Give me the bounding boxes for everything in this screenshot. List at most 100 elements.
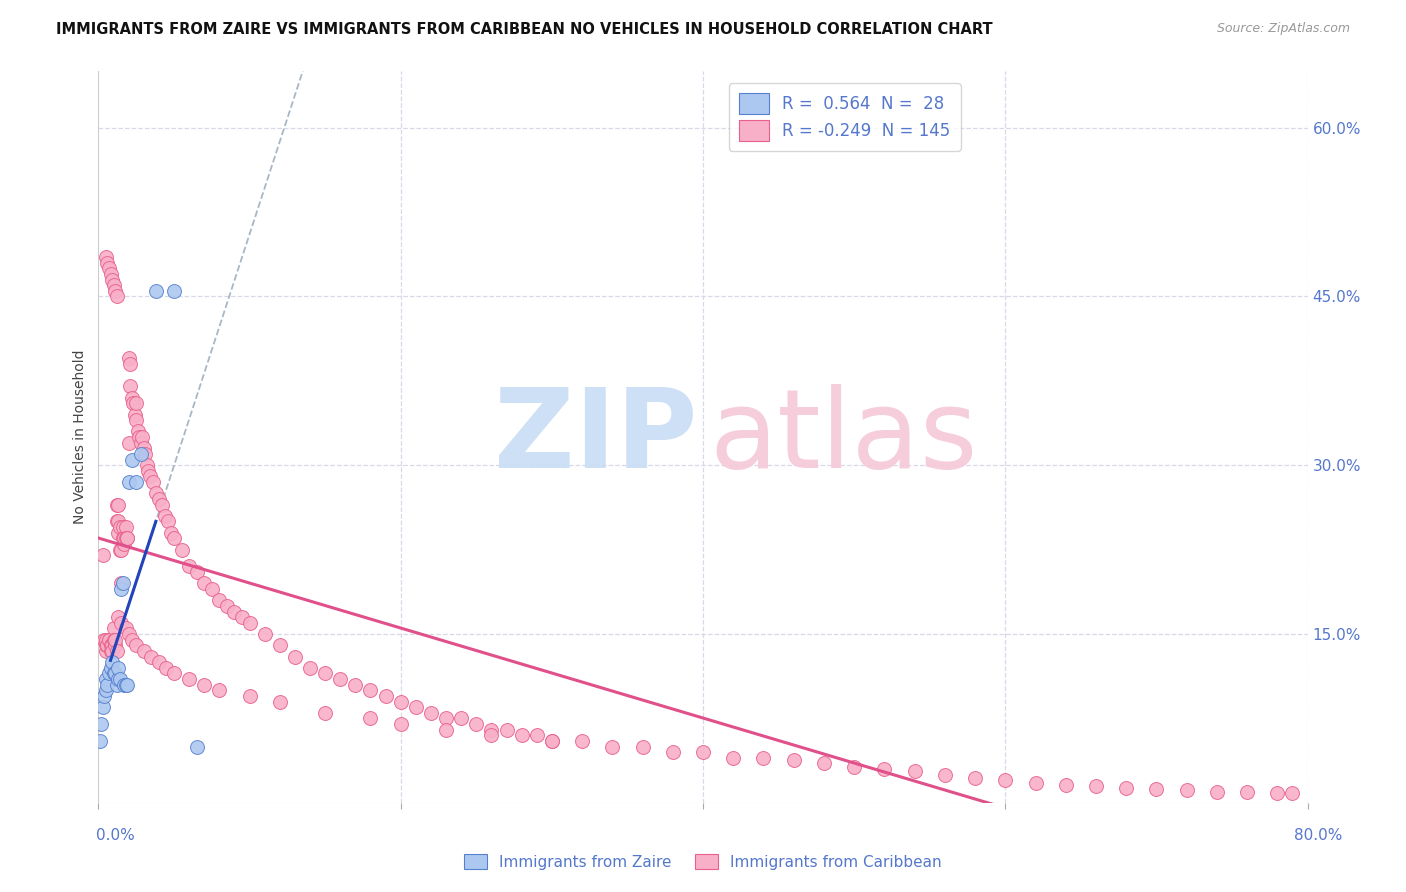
- Point: [420, 706, 443, 720]
- Point: [661, 745, 683, 759]
- Point: [105, 644, 128, 658]
- Point: [112, 532, 135, 546]
- Point: [110, 576, 132, 591]
- Point: [526, 728, 548, 742]
- Point: [128, 430, 150, 444]
- Point: [314, 666, 336, 681]
- Point: [110, 615, 132, 630]
- Point: [91, 700, 114, 714]
- Text: IMMIGRANTS FROM ZAIRE VS IMMIGRANTS FROM CARIBBEAN NO VEHICLES IN HOUSEHOLD CORR: IMMIGRANTS FROM ZAIRE VS IMMIGRANTS FROM…: [56, 22, 993, 37]
- Point: [231, 610, 253, 624]
- Point: [193, 678, 215, 692]
- Point: [1206, 784, 1229, 798]
- Point: [103, 278, 125, 293]
- Point: [723, 751, 745, 765]
- Point: [118, 475, 141, 489]
- Point: [93, 689, 115, 703]
- Point: [120, 379, 142, 393]
- Point: [108, 672, 131, 686]
- Point: [129, 447, 152, 461]
- Point: [994, 773, 1017, 788]
- Point: [145, 486, 167, 500]
- Point: [1267, 786, 1289, 800]
- Point: [434, 711, 457, 725]
- Text: atlas: atlas: [709, 384, 977, 491]
- Point: [1175, 783, 1198, 797]
- Point: [121, 452, 143, 467]
- Point: [134, 447, 156, 461]
- Point: [224, 605, 246, 619]
- Point: [136, 464, 159, 478]
- Point: [104, 666, 127, 681]
- Point: [186, 739, 208, 754]
- Point: [110, 582, 132, 596]
- Point: [115, 678, 138, 692]
- Point: [98, 632, 121, 647]
- Point: [239, 689, 262, 703]
- Point: [465, 717, 488, 731]
- Point: [481, 728, 503, 742]
- Point: [114, 678, 136, 692]
- Point: [105, 289, 128, 303]
- Point: [114, 621, 136, 635]
- Point: [1281, 786, 1303, 800]
- Point: [104, 284, 127, 298]
- Point: [108, 542, 131, 557]
- Point: [100, 661, 122, 675]
- Point: [118, 435, 141, 450]
- Point: [103, 621, 125, 635]
- Point: [112, 537, 135, 551]
- Point: [495, 723, 517, 737]
- Point: [90, 717, 112, 731]
- Point: [125, 413, 148, 427]
- Point: [540, 734, 562, 748]
- Point: [193, 576, 215, 591]
- Point: [101, 272, 124, 286]
- Point: [284, 649, 307, 664]
- Point: [329, 672, 352, 686]
- Point: [101, 638, 124, 652]
- Point: [752, 751, 775, 765]
- Point: [115, 532, 138, 546]
- Point: [141, 649, 163, 664]
- Point: [105, 515, 128, 529]
- Point: [105, 678, 128, 692]
- Point: [107, 498, 129, 512]
- Point: [107, 672, 129, 686]
- Point: [1115, 781, 1137, 796]
- Point: [93, 632, 115, 647]
- Point: [94, 638, 117, 652]
- Text: 80.0%: 80.0%: [1295, 828, 1343, 843]
- Point: [602, 739, 624, 754]
- Point: [94, 250, 117, 264]
- Point: [344, 678, 367, 692]
- Point: [631, 739, 654, 754]
- Point: [179, 559, 201, 574]
- Text: ZIP: ZIP: [494, 384, 697, 491]
- Point: [186, 565, 208, 579]
- Point: [360, 711, 382, 725]
- Point: [208, 593, 231, 607]
- Point: [179, 672, 201, 686]
- Point: [1236, 784, 1258, 798]
- Point: [269, 638, 291, 652]
- Point: [170, 542, 193, 557]
- Point: [163, 284, 186, 298]
- Point: [98, 261, 121, 276]
- Point: [150, 498, 173, 512]
- Point: [111, 576, 134, 591]
- Point: [374, 689, 396, 703]
- Point: [100, 267, 122, 281]
- Point: [94, 683, 117, 698]
- Point: [692, 745, 714, 759]
- Point: [389, 717, 412, 731]
- Point: [107, 661, 129, 675]
- Point: [94, 632, 117, 647]
- Point: [132, 442, 155, 456]
- Point: [104, 638, 127, 652]
- Point: [481, 723, 503, 737]
- Point: [91, 548, 114, 562]
- Point: [100, 638, 122, 652]
- Point: [155, 661, 177, 675]
- Point: [163, 532, 186, 546]
